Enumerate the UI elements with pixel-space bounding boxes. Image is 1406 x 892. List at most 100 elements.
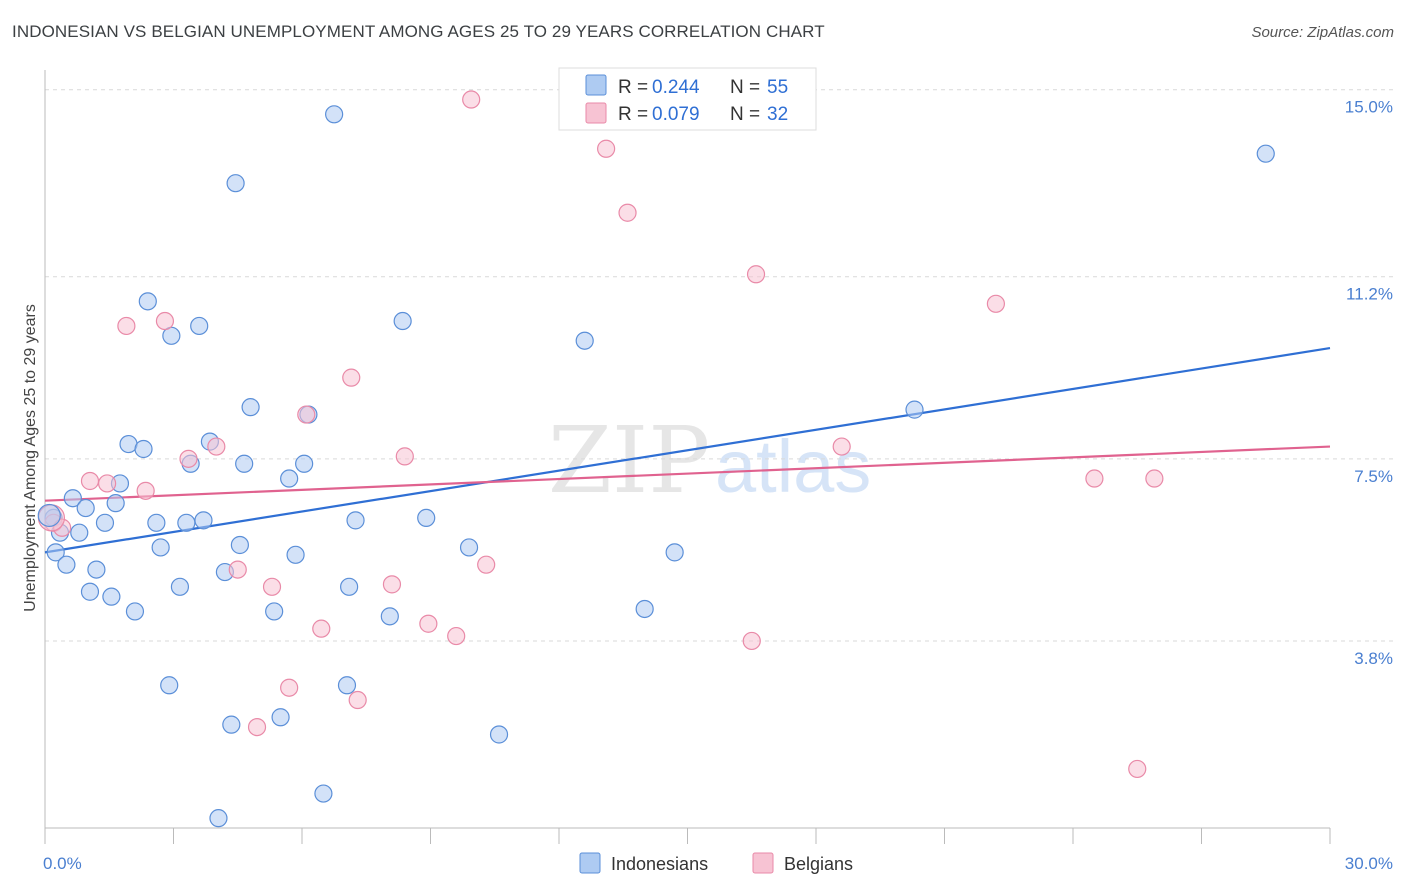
belgians-point xyxy=(447,626,466,646)
legend-swatch-indonesians xyxy=(585,74,607,96)
legend-r-value-2: 0.079 xyxy=(652,104,700,125)
indonesians-point xyxy=(80,582,100,601)
x-tick-label: 0.0% xyxy=(43,854,82,873)
belgians-point xyxy=(462,90,481,109)
source-label: Source: ZipAtlas.com xyxy=(1251,24,1394,41)
legend-r-label-2: R = xyxy=(618,104,648,125)
indonesians-point xyxy=(905,400,924,419)
belgians-point xyxy=(395,447,414,466)
y-tick-label: 15.0% xyxy=(1345,98,1393,117)
bottom-legend-belgians: Belgians xyxy=(784,854,853,874)
data-points xyxy=(37,90,1275,828)
indonesians-point xyxy=(295,454,314,473)
belgians-point xyxy=(348,690,367,710)
axes xyxy=(44,70,1331,844)
bottom-legend-indonesians: Indonesians xyxy=(611,854,708,874)
belgians-point xyxy=(618,203,637,222)
legend-n-label-2: N = xyxy=(730,104,760,125)
belgians-point xyxy=(280,678,299,697)
belgians-point xyxy=(986,294,1006,313)
indonesians-point xyxy=(241,398,260,417)
indonesians-point xyxy=(87,560,106,579)
legend-n-value-1: 55 xyxy=(767,77,788,98)
trend-lines xyxy=(44,347,1331,554)
chart-title: INDONESIAN VS BELGIAN UNEMPLOYMENT AMONG… xyxy=(12,22,825,41)
indonesians-point xyxy=(575,331,594,350)
indonesians-point xyxy=(209,809,228,828)
belgians-point xyxy=(832,437,851,456)
indonesians-point xyxy=(46,543,65,562)
indonesians-point xyxy=(70,523,89,542)
indonesians-point xyxy=(286,545,305,564)
indonesians-trend-line xyxy=(44,347,1331,554)
indonesians-point xyxy=(222,715,241,734)
belgians-point xyxy=(179,449,198,468)
belgians-point xyxy=(228,560,247,579)
indonesians-point xyxy=(134,439,153,459)
indonesians-point xyxy=(459,538,479,557)
indonesians-point xyxy=(138,292,157,311)
belgians-point xyxy=(746,265,766,284)
belgians-point xyxy=(312,619,331,638)
belgians-point xyxy=(98,474,117,493)
indonesians-point xyxy=(177,513,196,532)
y-axis-title: Unemployment Among Ages 25 to 29 years xyxy=(22,304,39,612)
belgians-point xyxy=(342,368,361,387)
indonesians-point xyxy=(190,316,209,336)
legend-n-value-2: 32 xyxy=(767,104,788,125)
indonesians-point xyxy=(314,784,333,803)
indonesians-point xyxy=(380,607,399,626)
belgians-point xyxy=(597,139,616,158)
indonesians-point xyxy=(76,498,95,518)
y-tick-label: 7.5% xyxy=(1354,467,1393,486)
belgians-point xyxy=(80,471,100,491)
indonesians-point xyxy=(280,469,299,488)
indonesians-point xyxy=(346,511,365,530)
belgians-point xyxy=(477,555,496,574)
belgians-point xyxy=(117,316,136,336)
belgians-trend-line xyxy=(44,445,1331,502)
indonesians-point xyxy=(340,577,359,596)
indonesians-point xyxy=(106,494,125,513)
indonesians-point xyxy=(147,513,166,532)
bottom-legend-swatch-indonesians xyxy=(579,852,601,874)
indonesians-point xyxy=(235,454,254,473)
tick-labels: 3.8% 7.5% 11.2% 15.0% 0.0% 30.0% xyxy=(43,98,1393,873)
indonesians-point xyxy=(37,503,61,528)
y-tick-label: 3.8% xyxy=(1354,649,1393,668)
legend: R = 0.244 N = 55 R = 0.079 N = 32 xyxy=(558,67,817,131)
belgians-point xyxy=(247,717,267,737)
belgians-point xyxy=(297,405,316,424)
indonesians-point xyxy=(226,174,245,193)
gridlines xyxy=(45,89,1395,642)
indonesians-point xyxy=(417,508,436,528)
bottom-legend: Indonesians Belgians xyxy=(579,852,853,874)
indonesians-point xyxy=(1256,144,1275,163)
indonesians-point xyxy=(265,602,284,621)
x-tick-label: 30.0% xyxy=(1345,854,1393,873)
indonesians-point xyxy=(271,708,290,727)
indonesians-point xyxy=(393,311,412,331)
bottom-legend-swatch-belgians xyxy=(752,852,774,874)
indonesians-point xyxy=(95,513,115,532)
indonesians-point xyxy=(170,577,190,596)
indonesians-point xyxy=(337,676,357,695)
belgians-point xyxy=(155,311,175,331)
legend-r-value-1: 0.244 xyxy=(652,77,700,98)
legend-r-label-1: R = xyxy=(618,77,648,98)
indonesians-point xyxy=(665,543,684,562)
indonesians-point xyxy=(57,555,76,574)
indonesians-point xyxy=(102,587,121,606)
belgians-point xyxy=(207,437,226,456)
belgians-point xyxy=(1085,469,1104,488)
indonesians-point xyxy=(325,105,344,124)
indonesians-point xyxy=(151,538,170,557)
belgians-point xyxy=(419,614,438,633)
indonesians-point xyxy=(230,535,249,555)
indonesians-point xyxy=(194,511,213,530)
indonesians-point xyxy=(125,602,145,621)
belgians-point xyxy=(136,481,155,500)
indonesians-point xyxy=(635,599,654,619)
belgians-point xyxy=(382,575,402,594)
belgians-point xyxy=(742,631,761,651)
